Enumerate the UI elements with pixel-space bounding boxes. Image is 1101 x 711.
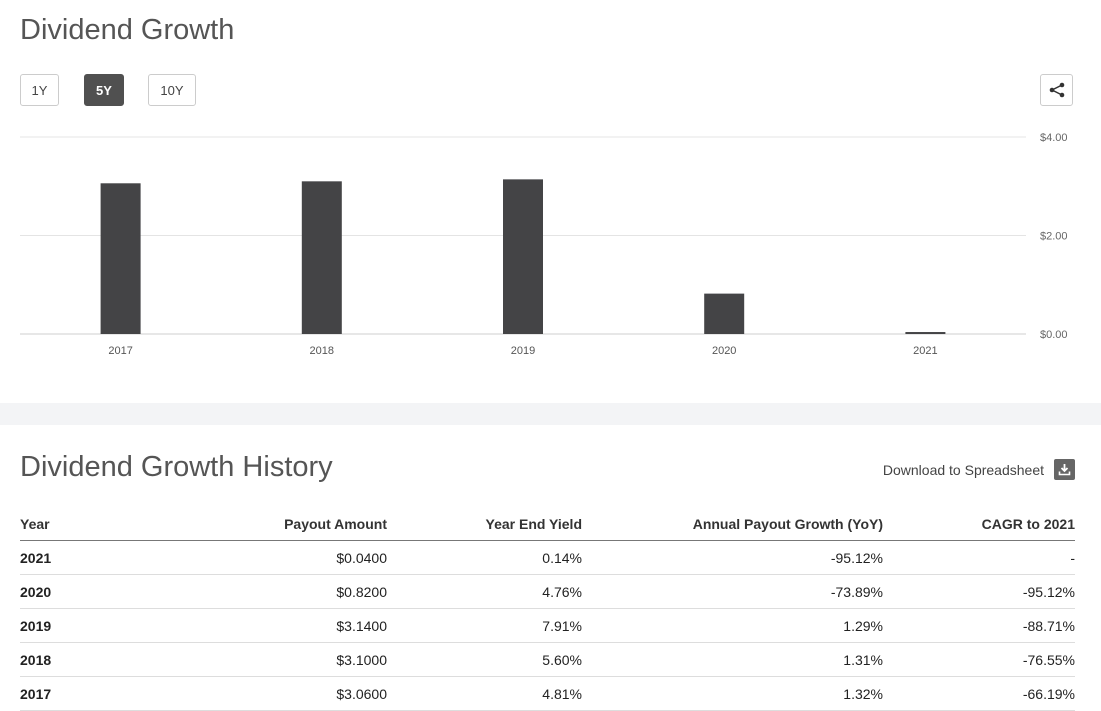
download-label: Download to Spreadsheet — [882, 461, 1044, 478]
cell-growth: 1.31% — [582, 642, 883, 677]
col-cagr-header: CAGR to 2021 — [883, 507, 1075, 541]
share-icon — [1049, 82, 1064, 98]
range-1y-button[interactable]: 1Y — [20, 74, 59, 106]
cell-growth: 1.32% — [582, 676, 883, 711]
bar — [503, 179, 543, 334]
cell-year: 2021 — [20, 540, 170, 575]
cell-year: 2020 — [20, 574, 170, 609]
download-spreadsheet-link[interactable]: Download to Spreadsheet — [883, 459, 1075, 480]
cell-year: 2018 — [20, 642, 170, 677]
dividend-history-table: Year Payout Amount Year End Yield Annual… — [20, 507, 1075, 711]
col-growth-header: Annual Payout Growth (YoY) — [582, 507, 883, 541]
download-icon — [1054, 459, 1075, 480]
cell-payout: $3.0600 — [170, 676, 387, 711]
cell-payout: $0.0400 — [170, 540, 387, 575]
cell-year: 2019 — [20, 608, 170, 643]
table-row: 2018 $3.1000 5.60% 1.31% -76.55% — [20, 642, 1075, 677]
cell-cagr: -95.12% — [883, 574, 1075, 609]
y-tick-label: $0.00 — [1040, 329, 1068, 341]
cell-cagr: -66.19% — [883, 676, 1075, 711]
bar — [905, 332, 946, 334]
cell-cagr: - — [883, 540, 1075, 575]
cell-growth: 1.29% — [582, 608, 883, 643]
y-tick-label: $4.00 — [1040, 132, 1068, 144]
col-yield-header: Year End Yield — [387, 507, 582, 541]
section-divider — [0, 403, 1101, 425]
cell-yield: 4.81% — [387, 676, 582, 711]
bar — [704, 293, 745, 334]
cell-payout: $0.8200 — [170, 574, 387, 609]
dividend-bar-chart: $0.00 $2.00 $4.00 2017 2018 2019 2020 2021 — [20, 132, 1068, 357]
table-row: 2021 $0.0400 0.14% -95.12% - — [20, 540, 1075, 575]
share-button[interactable] — [1040, 74, 1073, 106]
x-tick-label: 2021 — [913, 345, 937, 357]
cell-growth: -95.12% — [582, 540, 883, 575]
table-row: 2017 $3.0600 4.81% 1.32% -66.19% — [20, 676, 1075, 711]
range-10y-button[interactable]: 10Y — [148, 74, 196, 106]
cell-payout: $3.1000 — [170, 642, 387, 677]
cell-yield: 7.91% — [387, 608, 582, 643]
cell-yield: 5.60% — [387, 642, 582, 677]
history-title: Dividend Growth History — [20, 451, 333, 483]
cell-year: 2017 — [20, 676, 170, 711]
cell-yield: 4.76% — [387, 574, 582, 609]
cell-cagr: -76.55% — [883, 642, 1075, 677]
cell-growth: -73.89% — [582, 574, 883, 609]
y-tick-label: $2.00 — [1040, 231, 1068, 243]
cell-cagr: -88.71% — [883, 608, 1075, 643]
x-tick-label: 2018 — [310, 345, 334, 357]
chart-title: Dividend Growth — [20, 14, 235, 46]
bar — [100, 183, 141, 334]
cell-yield: 0.14% — [387, 540, 582, 575]
x-tick-label: 2020 — [712, 345, 736, 357]
range-5y-button[interactable]: 5Y — [84, 74, 124, 106]
col-year-header: Year — [20, 507, 170, 541]
cell-payout: $3.1400 — [170, 608, 387, 643]
x-tick-label: 2017 — [108, 345, 132, 357]
table-row: 2020 $0.8200 4.76% -73.89% -95.12% — [20, 574, 1075, 609]
col-payout-header: Payout Amount — [170, 507, 387, 541]
table-header-row: Year Payout Amount Year End Yield Annual… — [20, 507, 1075, 541]
table-row: 2019 $3.1400 7.91% 1.29% -88.71% — [20, 608, 1075, 643]
bar — [301, 181, 342, 334]
x-tick-label: 2019 — [511, 345, 535, 357]
